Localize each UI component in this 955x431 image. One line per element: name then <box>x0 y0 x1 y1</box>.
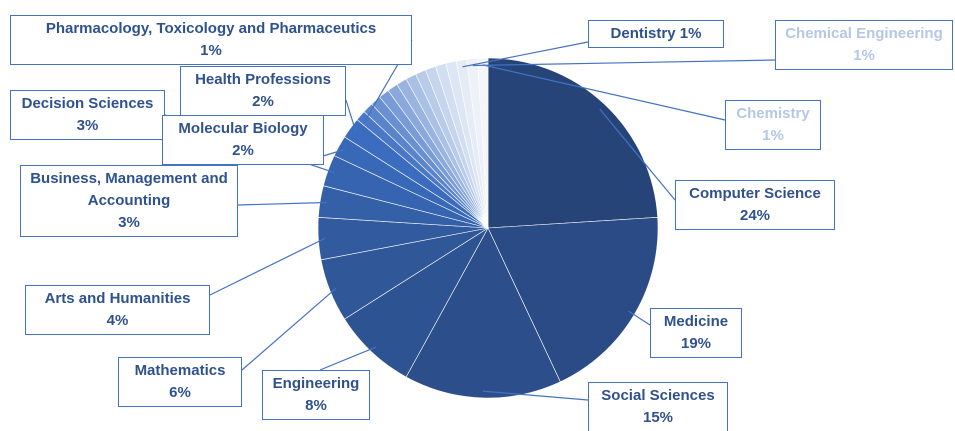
leader-line <box>472 59 776 67</box>
percent-label: 19% <box>680 335 712 352</box>
category-label: Computer Science <box>689 185 821 202</box>
category-label: Arts and Humanities <box>44 290 191 307</box>
percent-label: 8% <box>305 397 327 414</box>
percent-label: 4% <box>106 312 129 329</box>
leader-line <box>209 237 326 296</box>
percent-label: 1% <box>679 25 702 42</box>
category-label: Pharmacology, Toxicology and Pharmaceuti… <box>45 20 377 37</box>
data-label: Molecular Biology 2% <box>162 115 324 165</box>
category-label: Business, Management and Accounting <box>30 170 228 209</box>
leader-line <box>241 287 337 371</box>
category-label: Chemical Engineering <box>785 25 943 42</box>
category-label: Mathematics <box>134 362 226 379</box>
data-label: Chemistry 1% <box>725 100 821 150</box>
leader-line <box>345 99 357 133</box>
data-label: Computer Science 24% <box>675 180 835 230</box>
data-label: Chemical Engineering 1% <box>775 20 953 70</box>
category-label: Dentistry <box>610 25 676 42</box>
data-label: Pharmacology, Toxicology and Pharmaceuti… <box>10 15 412 65</box>
category-label: Molecular Biology <box>178 120 308 137</box>
category-label: Social Sciences <box>601 387 715 404</box>
data-label: Social Sciences 15% <box>588 382 728 431</box>
leader-line <box>628 310 651 326</box>
percent-label: 2% <box>252 93 274 110</box>
pie-slice <box>405 227 561 399</box>
leader-line <box>462 41 589 68</box>
percent-label: 3% <box>118 214 140 231</box>
category-label: Chemistry <box>736 105 810 122</box>
percent-label: 3% <box>76 117 99 134</box>
leader-line <box>319 346 377 371</box>
percent-label: 6% <box>169 384 191 401</box>
category-label: Decision Sciences <box>21 95 154 112</box>
data-label: Medicine 19% <box>650 308 742 358</box>
category-label: Medicine <box>663 313 729 330</box>
data-label: Arts and Humanities 4% <box>25 285 210 335</box>
category-label: Health Professions <box>195 71 331 88</box>
percent-label: 2% <box>232 142 254 159</box>
leader-line <box>599 108 676 201</box>
pie-slice <box>487 57 658 229</box>
leader-line <box>482 390 589 401</box>
percent-label: 1% <box>853 47 875 64</box>
percent-label: 15% <box>642 409 674 426</box>
leader-line <box>237 201 327 206</box>
data-label: Engineering 8% <box>262 370 370 420</box>
data-label: Decision Sciences 3% <box>10 90 165 140</box>
data-label: Health Professions 2% <box>180 66 346 116</box>
leader-line <box>482 64 726 121</box>
data-label: Dentistry 1% <box>588 20 724 48</box>
percent-label: 24% <box>739 207 771 224</box>
data-label: Mathematics 6% <box>118 357 242 407</box>
pie-slice <box>477 57 489 229</box>
category-label: Engineering <box>272 375 360 392</box>
data-label: Business, Management and Accounting 3% <box>20 165 238 237</box>
percent-label: 1% <box>762 127 784 144</box>
percent-label: 1% <box>200 42 222 59</box>
